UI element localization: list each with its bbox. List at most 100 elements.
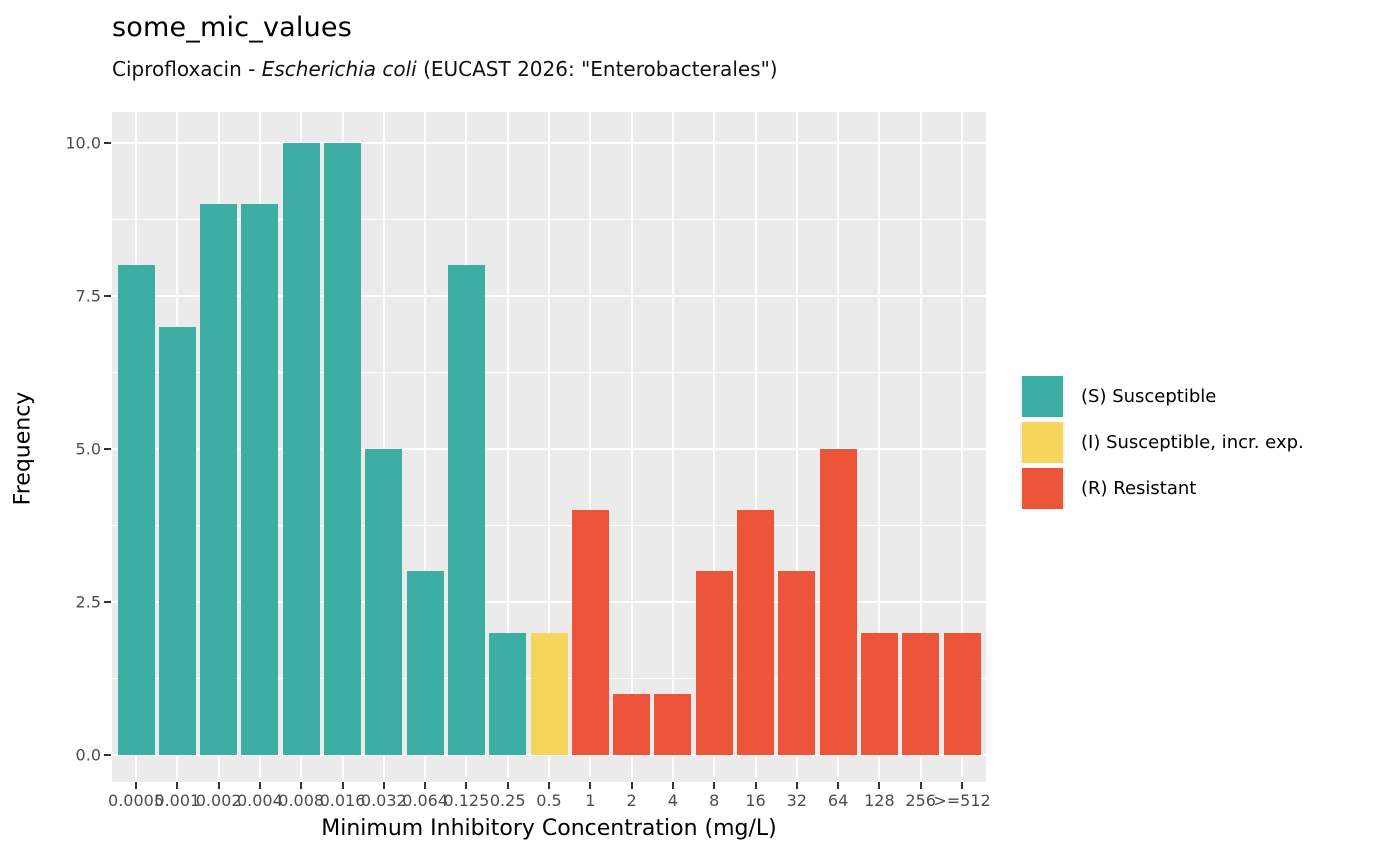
x-tick-mark [795, 782, 798, 789]
bar-mic-1 [571, 510, 609, 755]
y-axis-title: Frequency [10, 391, 36, 506]
subtitle-organism: Escherichia coli [261, 57, 417, 81]
legend-item: (I) Susceptible, incr. exp. [1020, 422, 1304, 463]
bar-mic->=512 [943, 632, 981, 755]
y-tick-mark [104, 448, 111, 450]
bar-mic-2 [613, 693, 651, 755]
legend-key [1020, 468, 1065, 509]
x-tick-label: >=512 [933, 791, 991, 810]
gridline-major-x [837, 112, 840, 782]
bar-mic-0.032 [365, 449, 403, 755]
bar-mic-0.125 [447, 265, 485, 755]
x-tick-mark [506, 782, 509, 789]
bar-mic-0.5 [530, 632, 568, 755]
x-tick-label: 0.125 [443, 791, 490, 810]
x-tick-label: 2 [626, 791, 637, 810]
legend-item: (R) Resistant [1020, 468, 1304, 509]
x-tick-label: 0.016 [319, 791, 366, 810]
gridline-major-x [506, 112, 509, 782]
bar-mic-0.002 [200, 204, 238, 755]
x-tick-label: 128 [864, 791, 895, 810]
bar-mic-0.008 [282, 143, 320, 755]
legend-label: (I) Susceptible, incr. exp. [1081, 432, 1304, 453]
x-tick-mark [671, 782, 674, 789]
bar-mic-0.064 [406, 571, 444, 755]
gridline-major-x [754, 112, 757, 782]
gridline-major-x [548, 112, 550, 782]
bar-mic-128 [860, 632, 898, 755]
subtitle-drug: Ciprofloxacin - [112, 57, 262, 81]
bar-mic-0.004 [241, 204, 279, 755]
x-tick-mark [548, 782, 550, 789]
bar-mic-0.0005 [117, 265, 155, 755]
legend-key [1020, 376, 1065, 417]
gridline-major-x [671, 112, 674, 782]
y-tick-mark [104, 601, 111, 603]
bar-mic-0.001 [158, 326, 196, 755]
x-tick-label: 0.032 [360, 791, 407, 810]
legend-swatch [1022, 468, 1063, 509]
x-tick-mark [217, 782, 220, 789]
gridline-major-x [630, 112, 633, 782]
x-tick-mark [465, 782, 468, 789]
x-tick-label: 8 [709, 791, 720, 810]
x-tick-mark [837, 782, 840, 789]
plot-panel [112, 112, 986, 782]
legend: (S) Susceptible (I) Susceptible, incr. ex… [1020, 376, 1304, 514]
x-tick-label: 0.004 [236, 791, 283, 810]
legend-item: (S) Susceptible [1020, 376, 1304, 417]
y-tick-mark [104, 142, 111, 144]
gridline-major-x [919, 112, 922, 782]
x-tick-mark [258, 782, 261, 789]
x-tick-mark [341, 782, 344, 789]
y-tick-mark [104, 295, 111, 297]
bar-mic-64 [819, 449, 857, 755]
legend-swatch [1022, 376, 1063, 417]
x-tick-mark [382, 782, 385, 789]
legend-label: (S) Susceptible [1081, 386, 1217, 407]
x-tick-label: 0.002 [195, 791, 242, 810]
chart-subtitle: Ciprofloxacin - Escherichia coli (EUCAST… [112, 57, 778, 81]
x-tick-mark [589, 782, 592, 789]
gridline-major-x [713, 112, 716, 782]
gridline-major-x [424, 112, 427, 782]
bar-mic-0.016 [324, 143, 361, 755]
x-tick-mark [176, 782, 179, 789]
x-tick-label: 16 [745, 791, 766, 810]
x-tick-label: 0.064 [402, 791, 448, 810]
x-tick-mark [630, 782, 633, 789]
x-tick-label: 64 [827, 791, 849, 810]
y-tick-label: 2.5 [75, 592, 101, 612]
bar-mic-0.25 [489, 632, 527, 755]
x-tick-label: 0.25 [489, 791, 526, 810]
x-tick-mark [713, 782, 716, 789]
legend-key [1020, 422, 1065, 463]
bar-mic-32 [778, 571, 816, 755]
x-tick-mark [424, 782, 427, 789]
gridline-major-x [961, 112, 963, 782]
y-tick-label: 7.5 [75, 286, 101, 306]
gridline-major-x [589, 112, 592, 782]
subtitle-guideline: (EUCAST 2026: "Enterobacterales") [416, 57, 778, 81]
y-tick-label: 0.0 [75, 745, 101, 765]
gridline-major-x [878, 112, 881, 782]
legend-swatch [1022, 422, 1063, 463]
bar-mic-256 [902, 632, 940, 755]
y-tick-mark [104, 754, 111, 756]
x-tick-label: 0.0005 [108, 791, 164, 810]
y-tick-label: 10.0 [65, 133, 101, 153]
x-tick-mark [300, 782, 303, 789]
chart-title: some_mic_values [112, 12, 352, 43]
x-tick-mark [919, 782, 922, 789]
legend-label: (R) Resistant [1081, 478, 1197, 499]
x-tick-mark [135, 782, 137, 789]
x-tick-label: 32 [786, 791, 807, 810]
x-tick-mark [878, 782, 881, 789]
x-tick-label: 0.5 [536, 791, 562, 810]
y-tick-label: 5.0 [75, 439, 101, 459]
bar-mic-4 [654, 693, 692, 755]
x-tick-mark [961, 782, 963, 789]
bar-mic-8 [695, 571, 733, 755]
gridline-major-x [382, 112, 385, 782]
